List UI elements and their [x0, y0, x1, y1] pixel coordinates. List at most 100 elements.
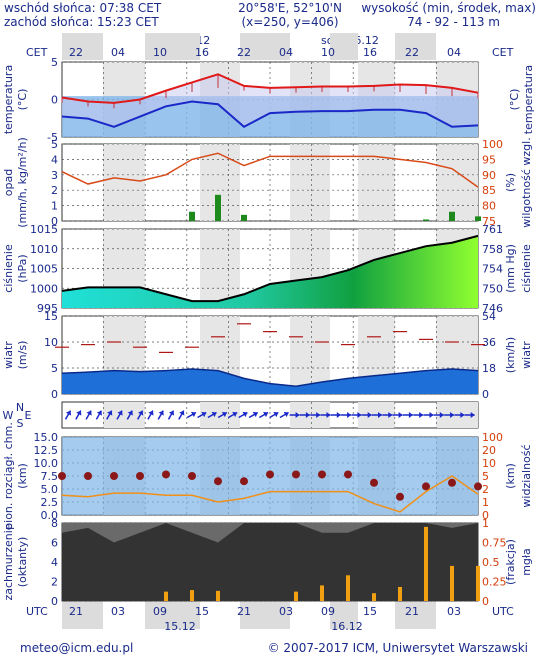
right-tick-precip: 90 [482, 169, 496, 182]
cloud-base-dot [84, 472, 92, 480]
pressure-line [61, 234, 479, 303]
left-tick-wind: 15 [44, 310, 58, 323]
right-tick-pressure: 754 [482, 263, 503, 276]
right-tick-visibility: 100 [482, 431, 503, 444]
day1-bottom-label: 15.12 [164, 620, 196, 633]
wind-arrow-head [242, 411, 248, 418]
fog-bar [164, 591, 168, 601]
cloud-base-dot [136, 472, 144, 480]
bottom-day-band [395, 601, 436, 629]
wind-arrow-head [86, 410, 92, 416]
wind-speed-area [62, 369, 478, 394]
right-tick-cloud: 0.25 [482, 576, 507, 589]
left-label-cloud: zachmurzenie [2, 523, 15, 600]
top-hour-label: 04 [111, 46, 125, 59]
left-tick-wind: 10 [44, 336, 58, 349]
panel-night-band [290, 144, 330, 221]
elevation-values: 74 - 92 - 113 m [407, 15, 500, 29]
right-unit-visibility: (km) [504, 463, 517, 489]
cloud-base-dot [448, 478, 456, 487]
top-day-band [145, 33, 200, 60]
winddir-n: N [16, 401, 24, 414]
wind-arrow-head [378, 412, 382, 418]
left-label-visibility: pion. rozciągł. chm. [2, 422, 15, 530]
wind-arrow [454, 412, 465, 418]
top-hour-label: 04 [279, 46, 293, 59]
wind-arrow [289, 412, 300, 418]
left-tick-cloud: 4 [51, 556, 58, 569]
bottom-hour-label: 15 [363, 605, 377, 618]
winddir-s: S [17, 417, 24, 430]
bottom-hour-label: 09 [321, 605, 335, 618]
left-tick-wind: 0 [51, 388, 58, 401]
wind-arrow [167, 410, 175, 420]
right-unit-wind: (km/h) [504, 337, 517, 373]
wind-arrow-head [65, 410, 72, 416]
wind-arrow-head [439, 412, 444, 418]
right-tick-visibility: 5 [482, 470, 489, 483]
wind-arrow-head [460, 412, 465, 418]
wind-arrow [320, 412, 331, 418]
top-day-band [330, 33, 358, 60]
fog-bar [216, 590, 220, 601]
panel-night-band [290, 316, 330, 394]
cloud-base-dot [214, 477, 222, 486]
left-tick-cloud: 8 [51, 517, 58, 530]
right-tick-visibility: 20 [482, 444, 496, 457]
right-tick-visibility: 10 [482, 457, 496, 470]
right-tick-precip: 95 [482, 153, 496, 166]
wind-arrow-head [326, 412, 331, 418]
cloud-base-dot [474, 482, 482, 491]
right-unit-temperature: (°C) [508, 89, 521, 111]
right-tick-cloud: 0.75 [482, 537, 507, 550]
wind-arrow [228, 411, 238, 419]
right-tick-precip: 80 [482, 200, 496, 213]
left-label-pressure: ciśnienie [2, 244, 15, 293]
right-tick-wind: 54 [482, 310, 496, 323]
left-tick-pressure: 1005 [30, 263, 58, 276]
left-tick-cloud: 6 [51, 537, 58, 550]
wind-arrow [341, 412, 352, 418]
left-tick-visibility: 5.0 [41, 483, 59, 496]
wind-arrow-head [273, 411, 279, 418]
top-day-band [395, 33, 436, 60]
left-tick-visibility: 0.0 [41, 509, 59, 522]
wind-arrow [464, 412, 475, 418]
panel-night-band [358, 144, 395, 221]
right-unit-pressure: (mm Hg) [504, 244, 517, 293]
fog-bar [450, 565, 454, 601]
wind-arrow [178, 410, 185, 420]
cet-label-left: CET [26, 46, 48, 59]
footer-email[interactable]: meteo@icm.edu.pl [20, 641, 133, 655]
precip-bar [449, 211, 455, 221]
fog-bar [424, 526, 428, 601]
wind-arrow [392, 412, 403, 418]
wind-arrow-head [117, 410, 123, 416]
right-label-pressure: ciśnienie [520, 244, 533, 293]
wind-arrow [382, 412, 393, 418]
left-tick-temperature: 0 [51, 94, 58, 107]
fog-bar [372, 593, 376, 601]
wind-arrow [433, 412, 444, 418]
left-unit-precip: (mm/h, kg/m²/h) [16, 137, 29, 228]
wind-arrow [269, 411, 279, 419]
visibility-line [61, 475, 479, 513]
wind-arrow [136, 410, 144, 420]
footer-copyright: © 2007-2017 ICM, Uniwersytet Warszawski [268, 641, 528, 655]
sunset-text: zachód słońca: 15:23 CET [4, 15, 159, 29]
bottom-hour-label: 09 [153, 605, 167, 618]
bottom-day-band [145, 601, 200, 629]
coords-text: 20°58'E, 52°10'N [238, 1, 342, 15]
bottom-hour-label: 03 [111, 605, 125, 618]
right-tick-pressure: 746 [482, 302, 503, 315]
cloud-total-area [62, 523, 478, 601]
wind-arrow-head [305, 412, 310, 418]
wind-arrow [106, 410, 113, 420]
grid-text: (x=250, y=406) [241, 15, 338, 29]
fog-bar [320, 585, 324, 601]
wind-arrow [361, 412, 372, 418]
bottom-day-band [240, 601, 290, 629]
wind-speed-line [61, 368, 479, 387]
right-label-wind: wiatr [520, 341, 533, 369]
temp-max-line [61, 73, 479, 104]
